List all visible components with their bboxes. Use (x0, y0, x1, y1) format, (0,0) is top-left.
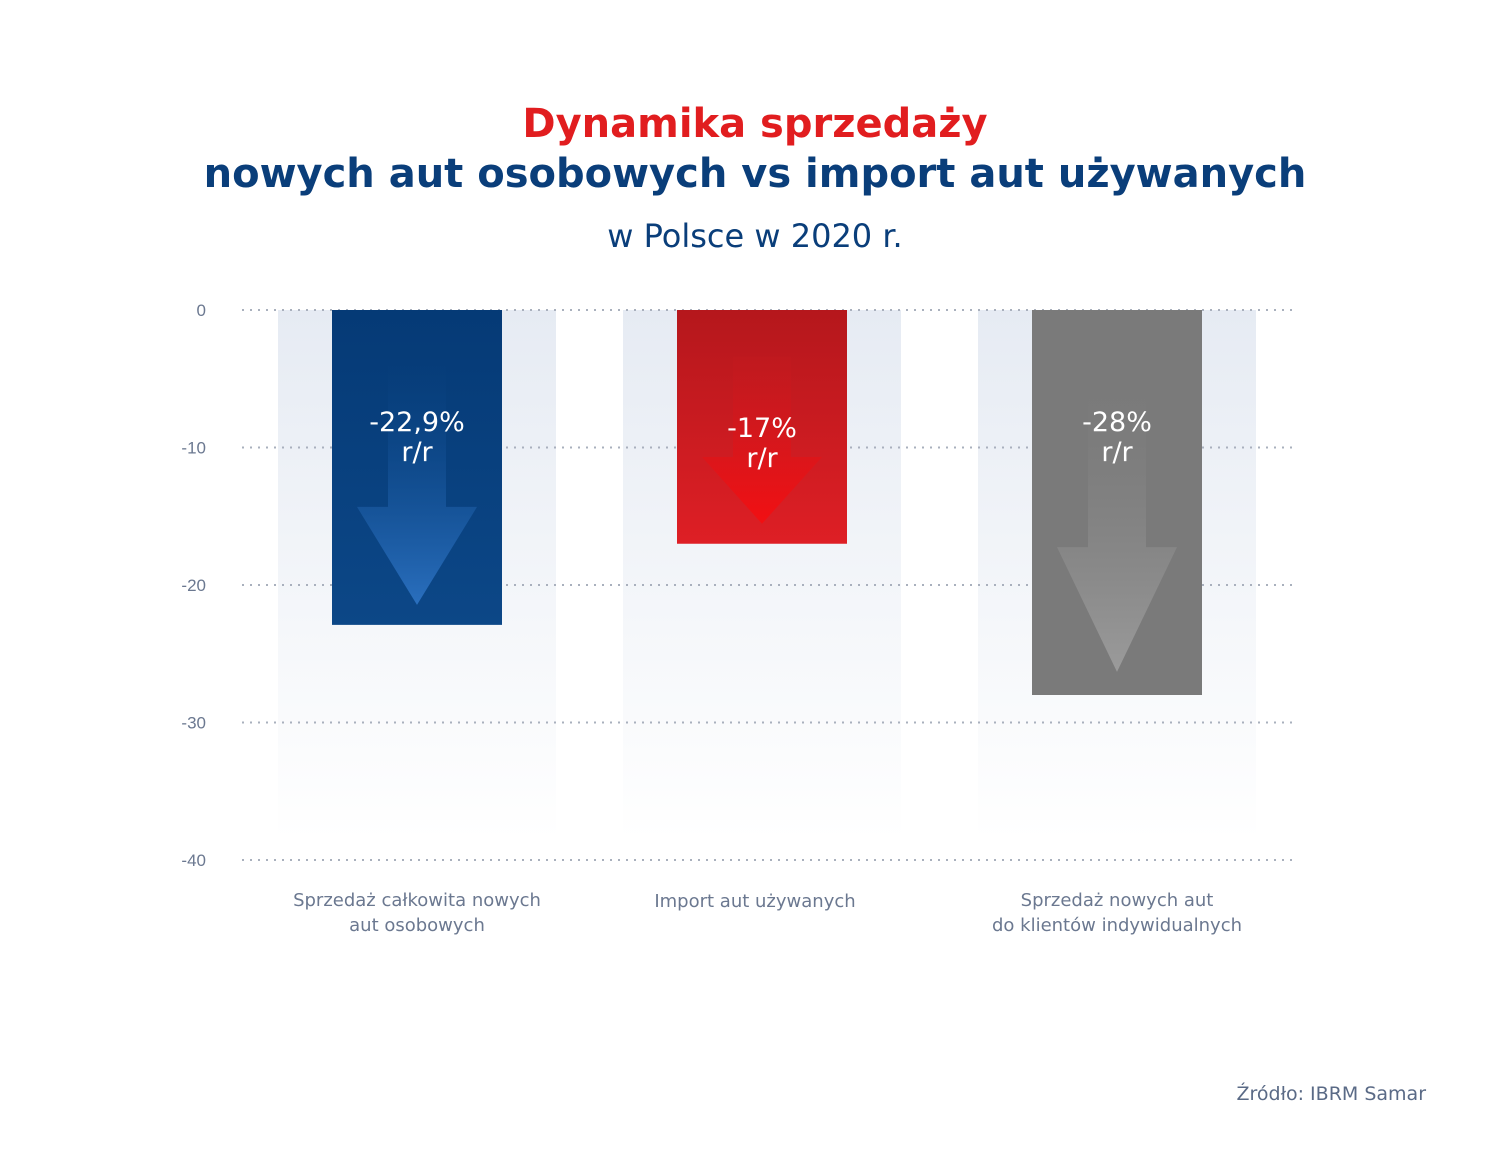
category-label: do klientów indywidualnych (992, 915, 1242, 936)
y-tick-label: -30 (181, 714, 206, 733)
y-tick-label: 0 (197, 301, 206, 320)
chart-subtitle: w Polsce w 2020 r. (607, 217, 903, 255)
source-note: Źródło: IBRM Samar (1236, 1083, 1427, 1105)
category-label: aut osobowych (349, 915, 485, 936)
down-arrow-icon (357, 360, 477, 605)
bar-value-label: r/r (1101, 437, 1133, 468)
down-arrow-icon (1057, 360, 1177, 672)
down-arrow-icon (702, 356, 822, 524)
category-label: Import aut używanych (654, 891, 855, 912)
y-tick-label: -10 (181, 439, 206, 458)
chart-title-line2: nowych aut osobowych vs import aut używa… (203, 151, 1307, 197)
chart-title-block: Dynamika sprzedaży nowych aut osobowych … (0, 100, 1500, 256)
bar-value-label: -28% (1082, 407, 1152, 438)
category-label: Sprzedaż nowych aut (1021, 890, 1214, 911)
y-tick-label: -20 (181, 576, 206, 595)
category-label: Sprzedaż całkowita nowych (293, 890, 541, 911)
bar-value-label: r/r (401, 437, 433, 468)
bar-value-label: -22,9% (369, 407, 465, 438)
bar-value-label: r/r (746, 443, 778, 474)
bar-value-label: -17% (727, 413, 797, 444)
chart-title-line1: Dynamika sprzedaży (522, 101, 988, 147)
y-tick-label: -40 (181, 851, 206, 870)
